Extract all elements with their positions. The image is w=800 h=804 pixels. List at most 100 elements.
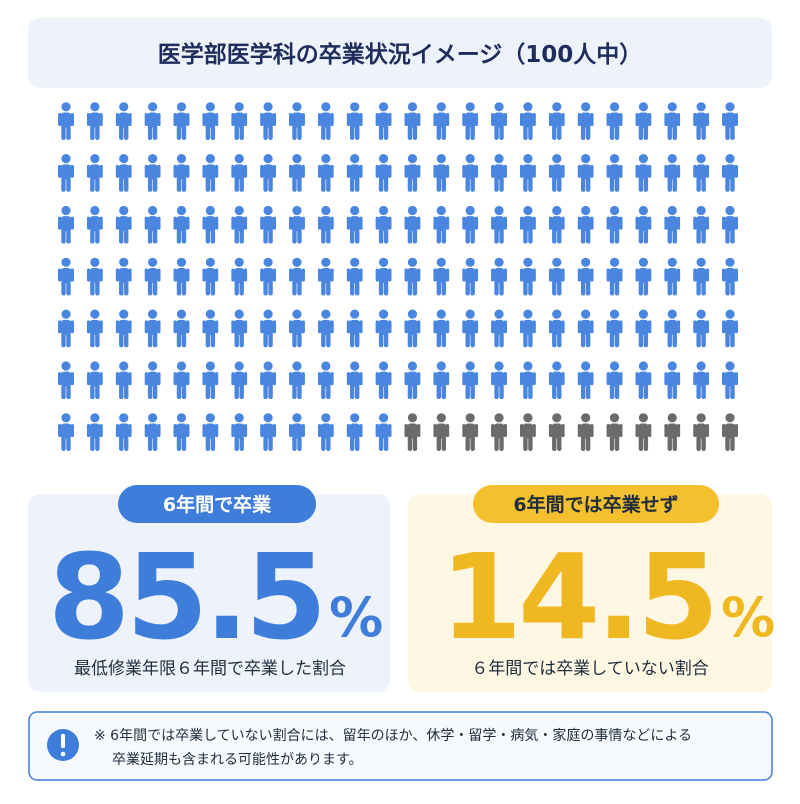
person-icon (375, 257, 392, 296)
person-icon (404, 154, 421, 192)
person-icon (664, 361, 681, 400)
pill (118, 485, 316, 523)
person-icon (346, 413, 363, 451)
person-icon (144, 205, 161, 244)
person-icon (519, 361, 536, 400)
person-icon (58, 309, 74, 348)
person-icon (635, 154, 652, 192)
person-icon (86, 361, 103, 400)
note: 卒業延期も含まれる可能性があります。 (112, 752, 363, 768)
person-icon (433, 309, 450, 348)
note-icon (60, 751, 66, 757)
person-icon (288, 361, 305, 400)
legend-label: 6年間で卒業 (163, 493, 272, 516)
person-icon (144, 102, 161, 140)
person-icon (693, 154, 710, 192)
person-icon (491, 205, 508, 244)
person-icon (693, 361, 710, 400)
person-icon (375, 154, 392, 192)
person-icon (722, 102, 738, 140)
person-icon (635, 102, 652, 140)
person-icon (462, 361, 479, 400)
person-icon (231, 361, 248, 400)
value: 85.5 (48, 528, 323, 666)
person-icon (404, 413, 421, 451)
person-icon (173, 154, 190, 192)
person-icon (693, 102, 710, 140)
person-icon (260, 361, 277, 400)
person-icon (722, 257, 738, 296)
person-icon (288, 257, 305, 296)
person-icon (231, 257, 248, 296)
person-icon (260, 309, 277, 348)
person-icon (519, 309, 536, 348)
person-icon (317, 154, 334, 192)
person-icon (144, 154, 161, 192)
person-icon (86, 309, 103, 348)
person-icon (722, 154, 738, 192)
person-icon (577, 205, 594, 244)
person-icon (577, 413, 594, 451)
person-icon (577, 257, 594, 296)
person-icon (173, 413, 190, 451)
person-icon (115, 257, 132, 296)
person-icon (144, 257, 161, 296)
person-icon (260, 102, 277, 140)
person-icon (86, 102, 103, 140)
person-icon (231, 102, 248, 140)
person-icon (693, 413, 710, 451)
person-icon (202, 154, 219, 192)
person-icon (548, 257, 565, 296)
person-icon (548, 309, 565, 348)
person-icon (664, 205, 681, 244)
person-icon (462, 205, 479, 244)
person-icon (606, 205, 623, 244)
person-icon (693, 205, 710, 244)
person-icon (317, 361, 334, 400)
person-icon (58, 102, 74, 140)
person-icon (664, 309, 681, 348)
person-icon (491, 309, 508, 348)
person-icon (115, 154, 132, 192)
person-icon (58, 154, 74, 192)
person-icon (375, 361, 392, 400)
person-icon (519, 205, 536, 244)
person-icon (548, 154, 565, 192)
person-icon (288, 205, 305, 244)
person-icon (519, 154, 536, 192)
person-icon (462, 309, 479, 348)
person-icon (58, 257, 74, 296)
legend-label: 6年間では卒業せず (513, 493, 678, 516)
person-icon (491, 102, 508, 140)
person-icon (548, 413, 565, 451)
person-icon (577, 154, 594, 192)
person-icon (202, 309, 219, 348)
person-icon (606, 413, 623, 451)
person-icon (144, 309, 161, 348)
person-icon (115, 205, 132, 244)
person-icon (231, 413, 248, 451)
person-icon (635, 309, 652, 348)
unit: % (721, 586, 775, 649)
person-icon (577, 309, 594, 348)
person-icon (346, 309, 363, 348)
person-icon (202, 205, 219, 244)
person-icon (115, 413, 132, 451)
person-icon (606, 102, 623, 140)
person-icon (462, 413, 479, 451)
person-icon (548, 361, 565, 400)
person-icon (58, 413, 74, 451)
person-icon (115, 102, 132, 140)
value: 14.5 (440, 528, 715, 666)
person-icon (173, 361, 190, 400)
person-icon (317, 413, 334, 451)
person-icon (404, 309, 421, 348)
person-icon (491, 257, 508, 296)
chart-title: 医学部医学科の卒業状況イメージ（100人中） (158, 41, 643, 68)
person-icon (173, 205, 190, 244)
person-icon (260, 257, 277, 296)
person-icon (173, 309, 190, 348)
person-icon (519, 257, 536, 296)
person-icon (606, 257, 623, 296)
person-icon (606, 154, 623, 192)
